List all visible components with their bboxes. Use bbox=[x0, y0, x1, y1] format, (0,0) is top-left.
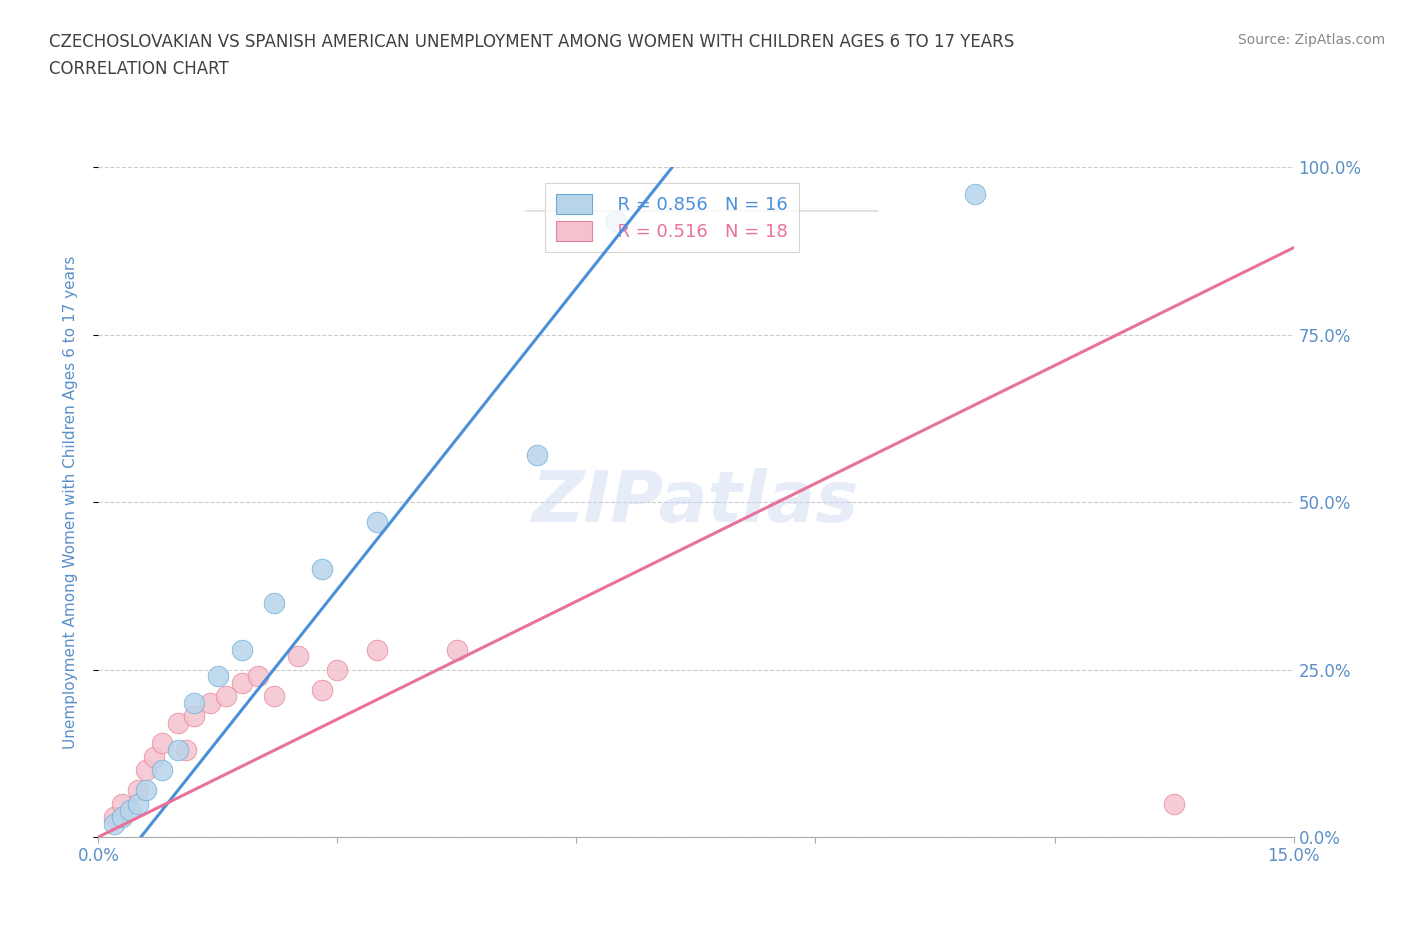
Point bbox=[167, 742, 190, 757]
Point bbox=[366, 642, 388, 657]
Point bbox=[111, 809, 134, 824]
Text: ZIPatlas: ZIPatlas bbox=[533, 468, 859, 537]
Point bbox=[526, 448, 548, 463]
Point bbox=[198, 696, 221, 711]
Point bbox=[605, 214, 627, 229]
Point bbox=[150, 736, 173, 751]
Text: Source: ZipAtlas.com: Source: ZipAtlas.com bbox=[1237, 33, 1385, 46]
Point bbox=[311, 562, 333, 577]
Point bbox=[263, 595, 285, 610]
Point bbox=[135, 783, 157, 798]
Point bbox=[120, 803, 142, 817]
Point bbox=[111, 796, 134, 811]
Point bbox=[103, 817, 125, 831]
Point bbox=[326, 662, 349, 677]
Legend:   R = 0.856   N = 16,   R = 0.516   N = 18: R = 0.856 N = 16, R = 0.516 N = 18 bbox=[546, 183, 799, 252]
Point bbox=[183, 709, 205, 724]
Point bbox=[174, 742, 197, 757]
Point bbox=[446, 642, 468, 657]
Point bbox=[183, 696, 205, 711]
Point bbox=[246, 669, 269, 684]
Point bbox=[231, 642, 253, 657]
Point bbox=[231, 675, 253, 690]
Y-axis label: Unemployment Among Women with Children Ages 6 to 17 years: Unemployment Among Women with Children A… bbox=[63, 256, 77, 749]
Text: CORRELATION CHART: CORRELATION CHART bbox=[49, 60, 229, 78]
Point bbox=[287, 649, 309, 664]
Point bbox=[143, 750, 166, 764]
Point bbox=[167, 716, 190, 731]
Point bbox=[311, 683, 333, 698]
Point bbox=[127, 783, 149, 798]
Point bbox=[103, 809, 125, 824]
Point bbox=[150, 763, 173, 777]
Point bbox=[366, 515, 388, 530]
Point bbox=[215, 689, 238, 704]
Text: CZECHOSLOVAKIAN VS SPANISH AMERICAN UNEMPLOYMENT AMONG WOMEN WITH CHILDREN AGES : CZECHOSLOVAKIAN VS SPANISH AMERICAN UNEM… bbox=[49, 33, 1015, 50]
Point bbox=[135, 763, 157, 777]
Point bbox=[207, 669, 229, 684]
Point bbox=[263, 689, 285, 704]
Point bbox=[1163, 796, 1185, 811]
Point bbox=[963, 187, 986, 202]
Point bbox=[127, 796, 149, 811]
